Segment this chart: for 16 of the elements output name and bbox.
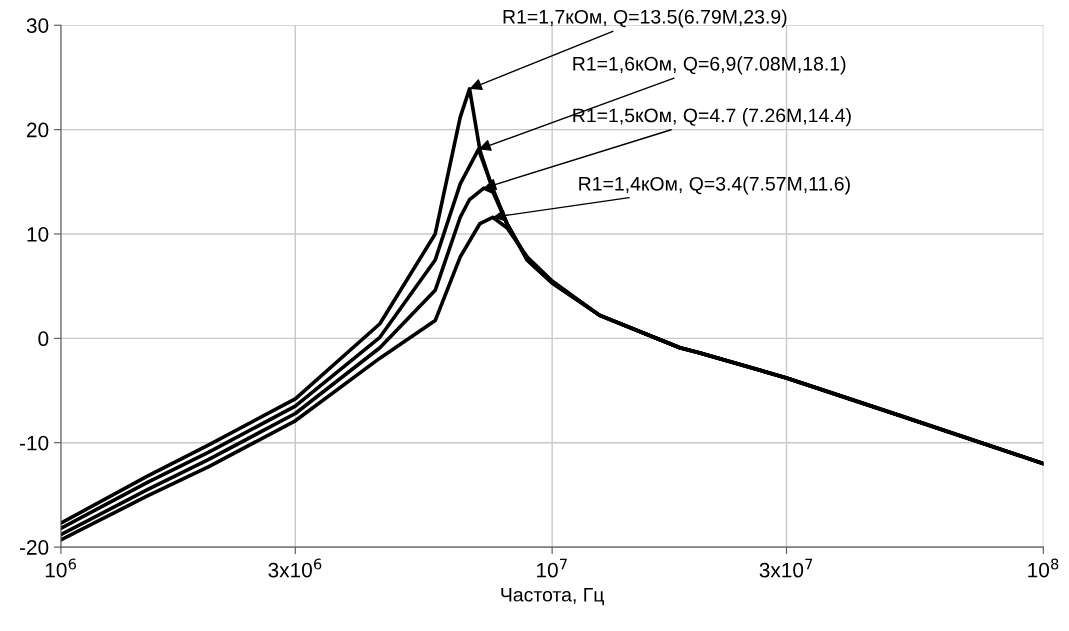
x-tick-label: 3x10$^{7}$ (759, 558, 813, 578)
y-tick-label: 30 (26, 18, 49, 33)
y-tick-label: 10 (27, 226, 49, 242)
y-tick-label: 20 (27, 122, 49, 138)
annotation: R1=1,5кОм, Q=4.7 (7.26M,14.4) (573, 108, 851, 127)
annotation: R1=1,7кОм, Q=13.5(6.79M,23.9) (503, 9, 787, 28)
x-tick-label: 10$^{8}$ (1028, 558, 1059, 578)
x-tick-label: 3x10$^{6}$ (268, 558, 322, 578)
x-tick-label: 10$^{6}$ (45, 558, 76, 578)
y-tick-label: 0 (38, 331, 49, 347)
x-axis-title: Частота, Гц (501, 588, 604, 606)
y-tick-label: -20 (19, 540, 49, 555)
annotation: R1=1,6кОм, Q=6,9(7.08M,18.1) (573, 56, 846, 75)
y-tick-label: -10 (19, 435, 49, 451)
annotation: R1=1,4кОм, Q=3.4(7.57M,11.6) (579, 176, 850, 195)
x-tick-label: 10$^{7}$ (537, 558, 567, 578)
